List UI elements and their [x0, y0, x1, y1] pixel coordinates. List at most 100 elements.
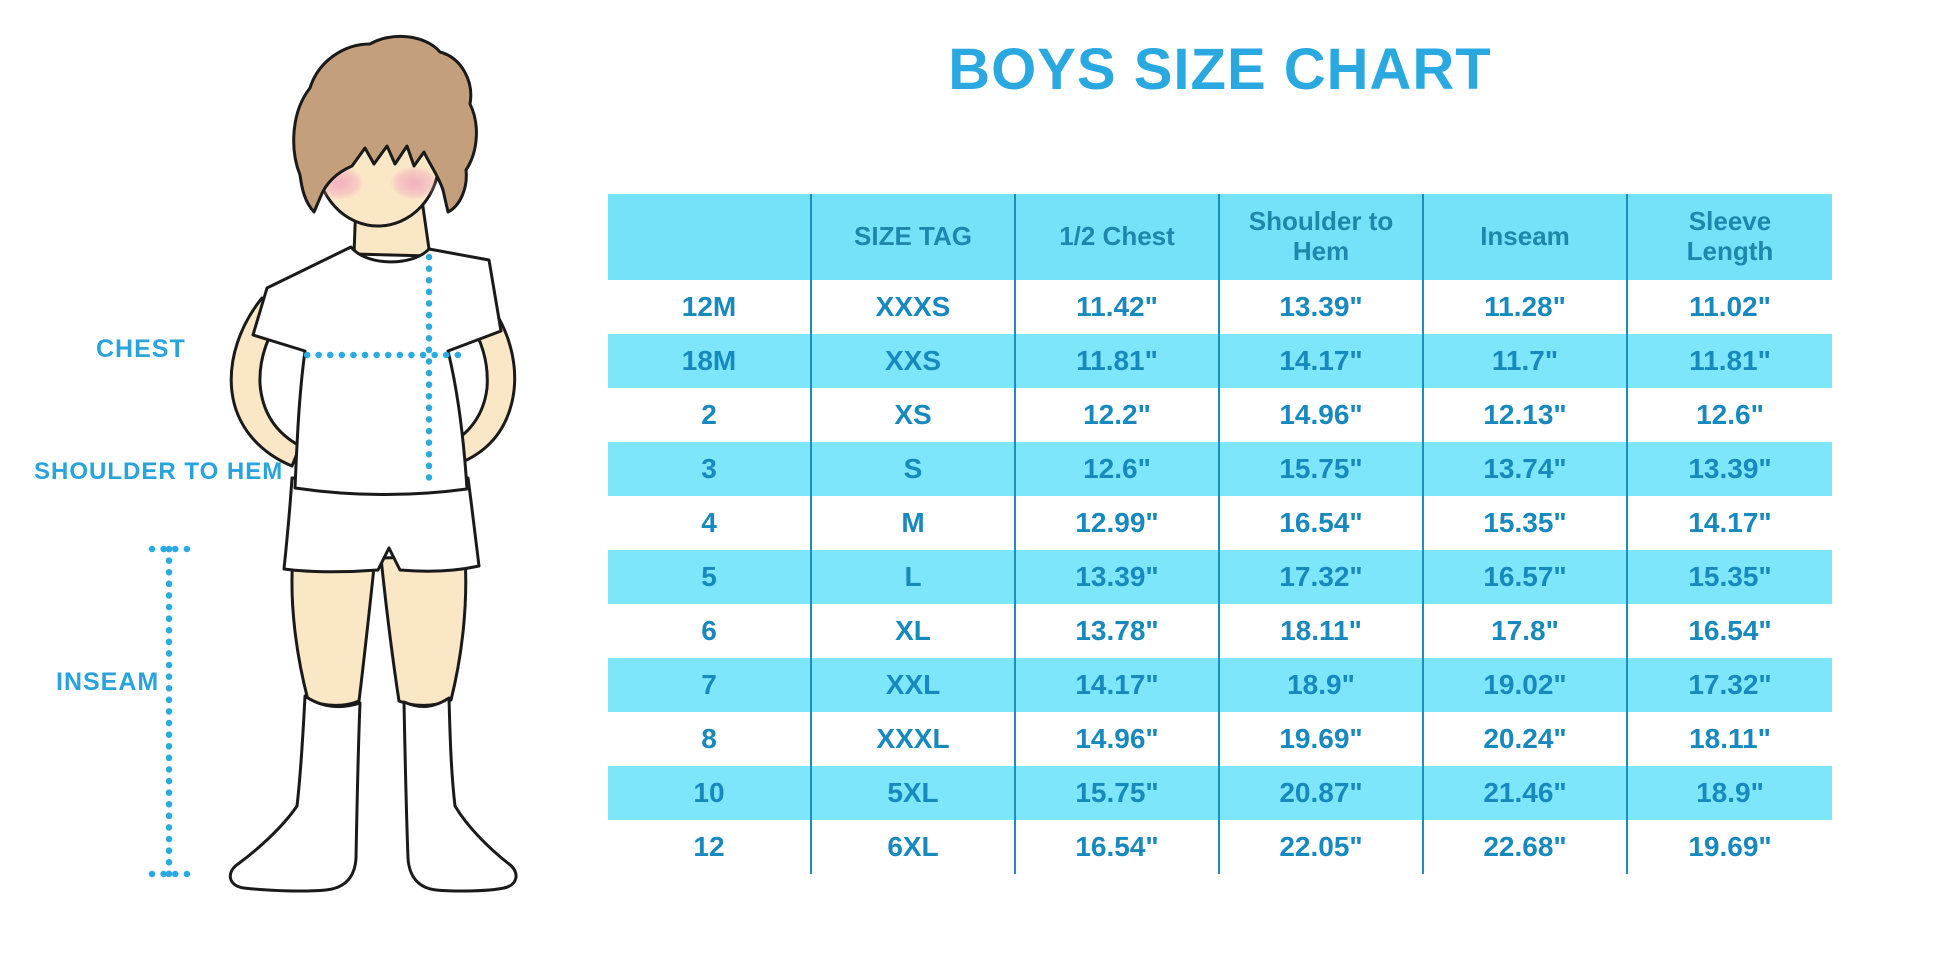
leg-right — [379, 554, 468, 707]
cell-size-tag: 5XL — [812, 766, 1016, 820]
table-row: 12M XXXS 11.42" 13.39" 11.28" 11.02" — [608, 280, 1832, 334]
table-row: 2 XS 12.2" 14.96" 12.13" 12.6" — [608, 388, 1832, 442]
cell-shoulder-to-hem: 18.11" — [1220, 604, 1424, 658]
cell-size-tag: XS — [812, 388, 1016, 442]
cell-inseam: 20.24" — [1424, 712, 1628, 766]
measurement-figure: CHEST SHOULDER TO HEM INSEAM — [0, 0, 560, 973]
cell-size-tag: L — [812, 550, 1016, 604]
header-blank — [608, 194, 812, 280]
cell-sleeve-length: 15.35" — [1688, 561, 1772, 592]
cell-size-tag: XXXL — [812, 712, 1016, 766]
cell-size: 6 — [608, 604, 812, 658]
cell-inseam: 11.7" — [1424, 334, 1628, 388]
cell-inseam: 11.28" — [1424, 280, 1628, 334]
cell-half-chest: 15.75" — [1016, 766, 1220, 820]
cell-size-tag: XL — [812, 604, 1016, 658]
header-size-tag: SIZE TAG — [812, 194, 1016, 280]
table-row: 5 L 13.39" 17.32" 16.57" 15.35" — [608, 550, 1832, 604]
cell-sleeve-length: 11.02" — [1689, 291, 1771, 322]
table-row: 4 M 12.99" 16.54" 15.35" 14.17" — [608, 496, 1832, 550]
cell-sleeve-length: 18.11" — [1689, 723, 1771, 754]
cell-inseam: 21.46" — [1424, 766, 1628, 820]
cell-size-tag: XXXS — [812, 280, 1016, 334]
header-inseam: Inseam — [1424, 194, 1628, 280]
cell-half-chest: 12.99" — [1016, 496, 1220, 550]
cell-half-chest: 11.42" — [1016, 280, 1220, 334]
cheek-right — [390, 166, 438, 200]
cell-shoulder-to-hem: 14.17" — [1220, 334, 1424, 388]
cell-sleeve-length: 14.17" — [1688, 507, 1772, 538]
sock-left — [228, 694, 362, 893]
header-sleeve-length: Sleeve Length — [1686, 206, 1774, 266]
cell-half-chest: 14.96" — [1016, 712, 1220, 766]
cell-size-tag: XXL — [812, 658, 1016, 712]
arm-left — [229, 296, 302, 468]
cell-shoulder-to-hem: 15.75" — [1220, 442, 1424, 496]
cell-sleeve-length: 19.69" — [1688, 831, 1772, 862]
leg-left — [290, 553, 377, 707]
chest-label: CHEST — [96, 335, 186, 363]
cell-sleeve-length: 17.32" — [1688, 669, 1772, 700]
cell-size: 7 — [608, 658, 812, 712]
cell-sleeve-length: 16.54" — [1688, 615, 1772, 646]
shoulder-to-hem-label: SHOULDER TO HEM — [34, 458, 284, 485]
tshirt-shape — [251, 245, 503, 496]
sock-right — [402, 696, 518, 893]
cell-size-tag: M — [812, 496, 1016, 550]
cell-shoulder-to-hem: 17.32" — [1220, 550, 1424, 604]
table-row: 8 XXXL 14.96" 19.69" 20.24" 18.11" — [608, 712, 1832, 766]
table-row: 6 XL 13.78" 18.11" 17.8" 16.54" — [608, 604, 1832, 658]
cell-shoulder-to-hem: 13.39" — [1220, 280, 1424, 334]
table-row: 7 XXL 14.17" 18.9" 19.02" 17.32" — [608, 658, 1832, 712]
cell-inseam: 19.02" — [1424, 658, 1628, 712]
cell-half-chest: 13.39" — [1016, 550, 1220, 604]
cell-sleeve-length: 18.9" — [1696, 777, 1764, 808]
header-shoulder-to-hem: Shoulder to Hem — [1220, 194, 1424, 280]
cell-shoulder-to-hem: 14.96" — [1220, 388, 1424, 442]
shorts-shape — [282, 476, 481, 574]
cell-inseam: 12.13" — [1424, 388, 1628, 442]
size-table-header: SIZE TAG 1/2 Chest Shoulder to Hem Insea… — [608, 194, 1832, 280]
cell-size: 12 — [608, 820, 812, 874]
size-table: SIZE TAG 1/2 Chest Shoulder to Hem Insea… — [608, 194, 1832, 874]
cell-half-chest: 13.78" — [1016, 604, 1220, 658]
page-title: BOYS SIZE CHART — [948, 37, 1492, 102]
cell-size: 2 — [608, 388, 812, 442]
table-row: 3 S 12.6" 15.75" 13.74" 13.39" — [608, 442, 1832, 496]
cell-sleeve-length: 13.39" — [1688, 453, 1772, 484]
cell-size-tag: S — [812, 442, 1016, 496]
cell-inseam: 16.57" — [1424, 550, 1628, 604]
table-row: 12 6XL 16.54" 22.05" 22.68" 19.69" — [608, 820, 1832, 874]
table-row: 18M XXS 11.81" 14.17" 11.7" 11.81" — [608, 334, 1832, 388]
cell-inseam: 22.68" — [1424, 820, 1628, 874]
table-row: 10 5XL 15.75" 20.87" 21.46" 18.9" — [608, 766, 1832, 820]
header-half-chest: 1/2 Chest — [1016, 194, 1220, 280]
cell-size: 8 — [608, 712, 812, 766]
cell-shoulder-to-hem: 20.87" — [1220, 766, 1424, 820]
cell-size: 12M — [608, 280, 812, 334]
cell-inseam: 13.74" — [1424, 442, 1628, 496]
cell-half-chest: 14.17" — [1016, 658, 1220, 712]
hair-shape — [292, 34, 478, 214]
cell-size: 18M — [608, 334, 812, 388]
cell-size-tag: XXS — [812, 334, 1016, 388]
cell-sleeve-length: 12.6" — [1696, 399, 1764, 430]
cell-half-chest: 12.2" — [1016, 388, 1220, 442]
cell-half-chest: 16.54" — [1016, 820, 1220, 874]
boy-illustration — [148, 34, 518, 893]
cell-shoulder-to-hem: 22.05" — [1220, 820, 1424, 874]
cell-half-chest: 11.81" — [1016, 334, 1220, 388]
cell-sleeve-length: 11.81" — [1689, 345, 1771, 376]
cell-inseam: 17.8" — [1424, 604, 1628, 658]
cell-half-chest: 12.6" — [1016, 442, 1220, 496]
cell-shoulder-to-hem: 16.54" — [1220, 496, 1424, 550]
cell-size: 4 — [608, 496, 812, 550]
cell-shoulder-to-hem: 19.69" — [1220, 712, 1424, 766]
cell-inseam: 15.35" — [1424, 496, 1628, 550]
cell-size: 3 — [608, 442, 812, 496]
cell-shoulder-to-hem: 18.9" — [1220, 658, 1424, 712]
cell-size-tag: 6XL — [812, 820, 1016, 874]
cell-size: 10 — [608, 766, 812, 820]
inseam-label: INSEAM — [56, 668, 160, 696]
